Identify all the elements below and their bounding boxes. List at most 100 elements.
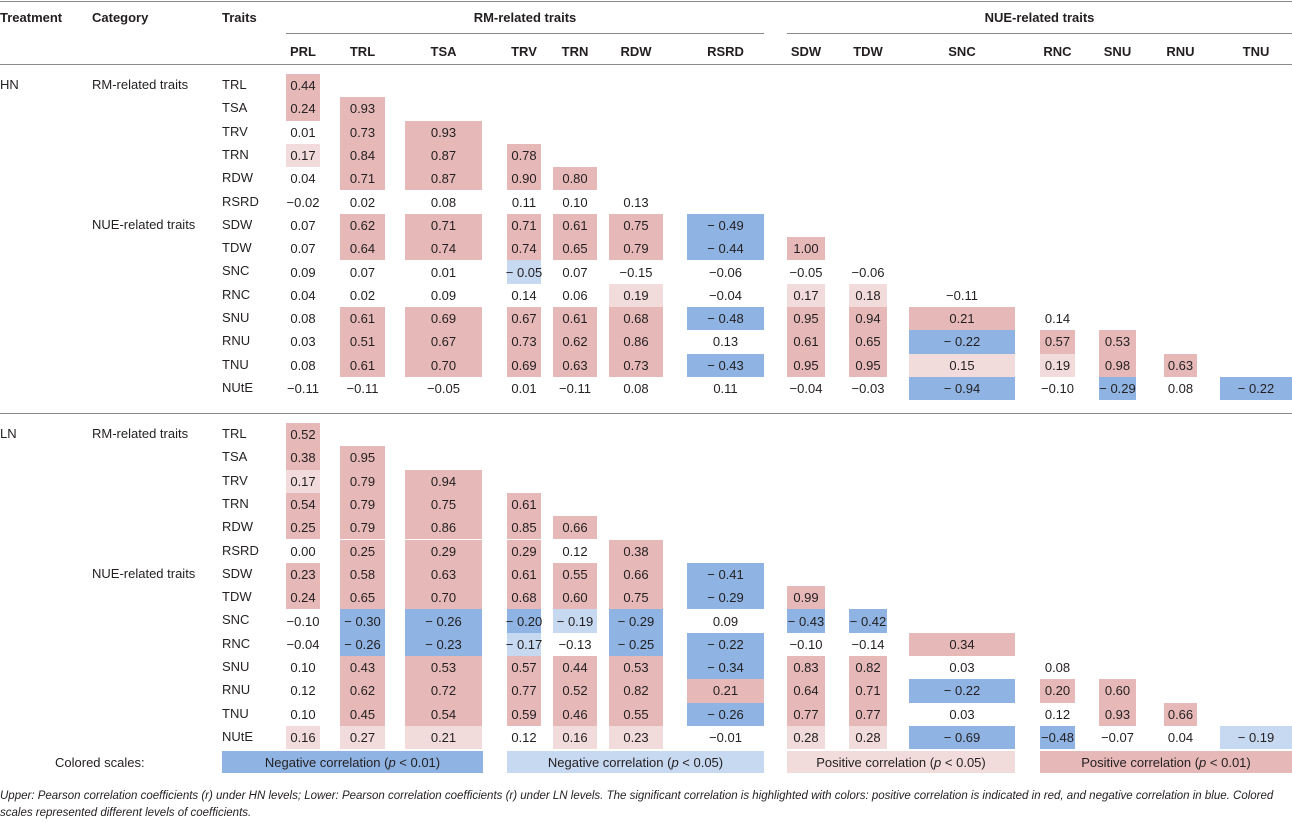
correlation-cell: 0.16 bbox=[553, 725, 597, 750]
correlation-cell: −0.06 bbox=[851, 264, 885, 280]
correlation-cell: 0.58 bbox=[340, 562, 385, 587]
correlation-cell: 0.45 bbox=[340, 702, 385, 726]
correlation-cell: − 0.43 bbox=[687, 353, 764, 377]
column-header-rnc: RNC bbox=[1043, 44, 1072, 59]
correlation-cell: 1.00 bbox=[787, 237, 825, 261]
correlation-cell: 0.20 bbox=[1040, 679, 1075, 703]
legend-text-prefix: Positive correlation ( bbox=[816, 754, 935, 770]
correlation-cell: − 0.19 bbox=[1220, 725, 1292, 750]
correlation-cell: 0.13 bbox=[712, 334, 739, 350]
correlation-cell: 0.08 bbox=[290, 311, 316, 327]
header-treatment: Treatment bbox=[0, 10, 63, 25]
correlation-cell: − 0.49 bbox=[687, 213, 764, 238]
legend-text-prefix: Negative correlation ( bbox=[547, 754, 672, 770]
correlation-cell: 0.07 bbox=[562, 264, 588, 280]
column-header-trv: TRV bbox=[511, 44, 537, 59]
correlation-cell: 0.63 bbox=[405, 562, 482, 587]
correlation-cell: − 0.26 bbox=[405, 609, 482, 633]
correlation-cell: 0.38 bbox=[609, 539, 663, 563]
trait-label: NUtE bbox=[222, 728, 254, 744]
correlation-cell: − 0.34 bbox=[687, 656, 764, 680]
legend-text-suffix: < 0.01) bbox=[395, 754, 441, 770]
correlation-cell: 0.78 bbox=[507, 143, 541, 168]
correlation-cell: −0.02 bbox=[286, 194, 320, 210]
correlation-cell: −0.05 bbox=[789, 264, 823, 280]
correlation-cell: 0.95 bbox=[340, 446, 385, 470]
correlation-cell: 0.74 bbox=[507, 237, 541, 261]
correlation-cell: 0.01 bbox=[290, 124, 316, 140]
correlation-cell: 0.82 bbox=[849, 656, 887, 680]
correlation-cell: 0.84 bbox=[340, 143, 385, 168]
correlation-cell: − 0.43 bbox=[787, 609, 825, 633]
correlation-cell: 0.51 bbox=[340, 330, 385, 354]
correlation-cell: 0.63 bbox=[553, 353, 597, 377]
correlation-cell: − 0.25 bbox=[609, 632, 663, 656]
correlation-cell: 0.29 bbox=[507, 539, 541, 563]
correlation-cell: 0.08 bbox=[1044, 660, 1071, 676]
correlation-cell: −0.07 bbox=[1101, 730, 1134, 746]
correlation-cell: 0.83 bbox=[787, 656, 825, 680]
correlation-cell: 0.10 bbox=[290, 660, 316, 676]
correlation-cell: 0.57 bbox=[1040, 330, 1075, 354]
correlation-cell: 0.53 bbox=[609, 656, 663, 680]
trait-label: TRV bbox=[222, 123, 248, 139]
correlation-cell: 0.55 bbox=[609, 702, 663, 726]
correlation-cell: − 0.23 bbox=[405, 632, 482, 656]
correlation-cell: 0.67 bbox=[507, 307, 541, 331]
column-header-trn: TRN bbox=[561, 44, 589, 59]
correlation-cell: 0.55 bbox=[553, 562, 597, 587]
correlation-cell: −0.13 bbox=[558, 636, 592, 652]
column-header-rdw: RDW bbox=[620, 44, 652, 59]
correlation-cell: 0.12 bbox=[562, 543, 588, 559]
correlation-cell: 0.77 bbox=[849, 702, 887, 726]
correlation-cell: − 0.69 bbox=[909, 725, 1015, 750]
column-header-rnu: RNU bbox=[1166, 44, 1195, 59]
trait-label: RSRD bbox=[222, 193, 259, 209]
category-label-nue: NUE-related traits bbox=[92, 565, 196, 581]
correlation-cell: 0.77 bbox=[787, 702, 825, 726]
correlation-cell: 0.08 bbox=[623, 381, 649, 397]
correlation-cell: −0.10 bbox=[789, 636, 823, 652]
treatment-label: LN bbox=[0, 426, 17, 441]
correlation-cell: − 0.48 bbox=[687, 307, 764, 331]
correlation-cell: 0.08 bbox=[430, 194, 457, 210]
correlation-cell: 0.87 bbox=[405, 167, 482, 191]
legend-label: Colored scales: bbox=[55, 755, 145, 770]
correlation-cell: 0.07 bbox=[290, 241, 316, 257]
correlation-cell: 0.34 bbox=[909, 632, 1015, 656]
legend-p-symbol: p bbox=[1199, 754, 1207, 770]
trait-label: RNU bbox=[222, 682, 251, 698]
column-header-snc: SNC bbox=[948, 44, 976, 59]
correlation-cell: − 0.22 bbox=[909, 679, 1015, 703]
header-traits: Traits bbox=[222, 10, 257, 25]
treatment-label: HN bbox=[0, 77, 19, 92]
header-category: Category bbox=[92, 10, 149, 25]
correlation-cell: 0.86 bbox=[405, 516, 482, 540]
correlation-cell: 0.86 bbox=[609, 330, 663, 354]
correlation-cell: 0.62 bbox=[340, 679, 385, 703]
column-header-trl: TRL bbox=[349, 44, 376, 59]
correlation-cell: 0.10 bbox=[290, 706, 316, 722]
correlation-cell: 0.04 bbox=[290, 171, 316, 187]
correlation-cell: 0.19 bbox=[609, 283, 663, 307]
correlation-cell: 0.24 bbox=[286, 586, 320, 610]
correlation-cell: 0.61 bbox=[340, 307, 385, 331]
correlation-cell: 0.53 bbox=[1099, 330, 1136, 354]
table-rule bbox=[0, 413, 1292, 414]
correlation-cell: 0.79 bbox=[609, 237, 663, 261]
correlation-cell: −0.11 bbox=[946, 287, 978, 303]
table-footnote: Upper: Pearson correlation coefficients … bbox=[0, 790, 1274, 819]
legend-text-suffix: < 0.01) bbox=[1206, 754, 1251, 770]
table-rule bbox=[0, 1, 1292, 2]
legend-text-prefix: Negative correlation ( bbox=[264, 754, 389, 770]
correlation-cell: 0.65 bbox=[340, 586, 385, 610]
trait-label: TDW bbox=[222, 240, 252, 256]
legend-p-symbol: p bbox=[388, 754, 396, 770]
column-header-tdw: TDW bbox=[853, 44, 883, 59]
correlation-cell: 0.17 bbox=[286, 469, 320, 493]
correlation-cell: − 0.05 bbox=[506, 260, 542, 284]
correlation-cell: 0.38 bbox=[286, 446, 320, 470]
correlation-cell: 0.52 bbox=[286, 423, 320, 447]
correlation-cell: − 0.94 bbox=[909, 376, 1015, 401]
